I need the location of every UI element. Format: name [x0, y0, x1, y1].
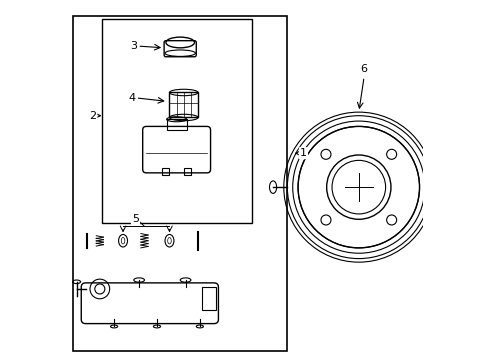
Text: 1: 1	[299, 148, 306, 158]
Bar	[201, 287, 216, 310]
Bar	[166, 119, 186, 130]
Bar	[102, 19, 251, 223]
Text: 2: 2	[89, 111, 96, 121]
Bar	[162, 168, 169, 175]
Text: 3: 3	[130, 41, 137, 51]
Text: 4: 4	[128, 93, 135, 103]
Text: 6: 6	[360, 64, 367, 74]
Bar	[169, 93, 198, 117]
Text: 5: 5	[132, 214, 139, 224]
Bar	[73, 16, 287, 351]
Bar	[183, 168, 190, 175]
